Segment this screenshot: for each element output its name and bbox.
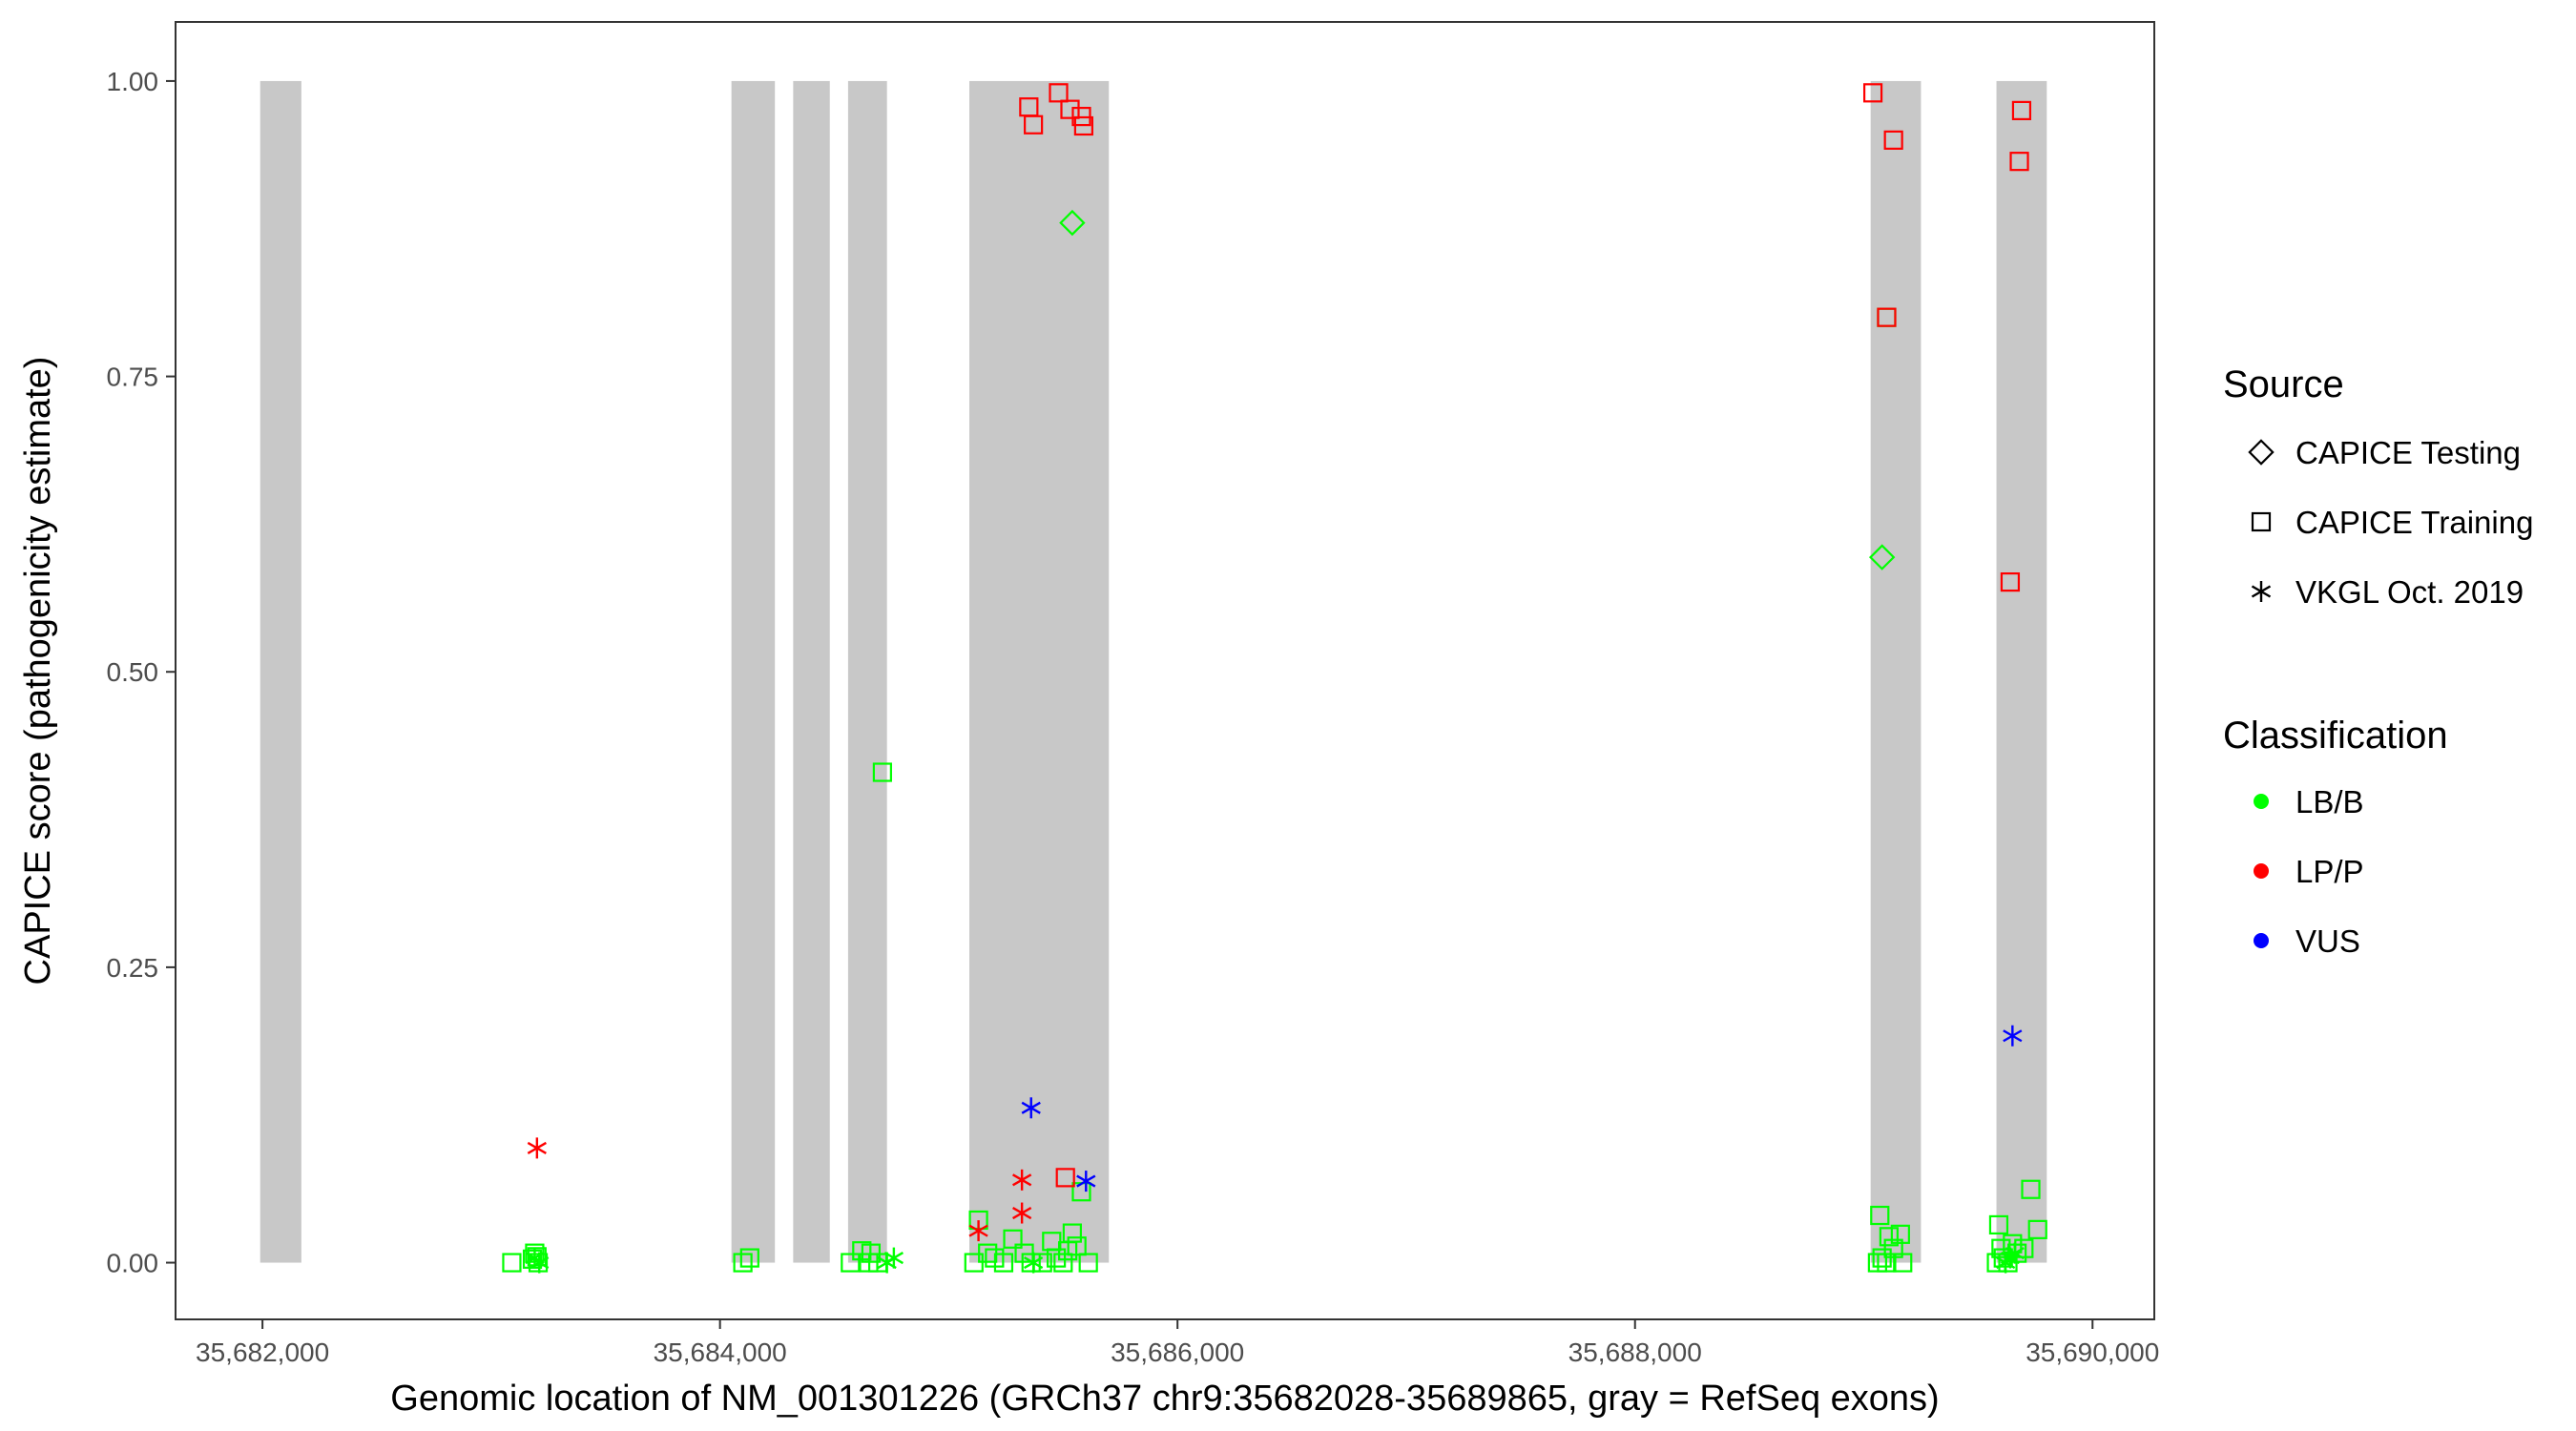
legend-item-lbb: LB/B (2254, 784, 2364, 819)
data-point (1078, 1253, 1098, 1273)
legend-label-lpp: LP/P (2296, 854, 2364, 889)
data-point (1073, 115, 1093, 136)
data-point (872, 762, 892, 782)
y-tick-label: 1.00 (107, 67, 159, 96)
data-point (1049, 83, 1069, 103)
x-tick-label: 35,688,000 (1568, 1338, 1702, 1367)
legend-item-vus: VUS (2254, 923, 2360, 959)
data-point (1893, 1253, 1913, 1273)
data-point (733, 1253, 753, 1273)
data-point (1012, 1169, 1032, 1191)
x-tick-label: 35,690,000 (2025, 1338, 2159, 1367)
legend-label-capice-training: CAPICE Training (2296, 505, 2533, 540)
exon-bands (260, 80, 2047, 1263)
y-axis-title: CAPICE score (pathogenicity estimate) (18, 357, 58, 985)
data-point (739, 1248, 759, 1268)
y-tick-label: 0.00 (107, 1249, 159, 1278)
legend-item-lpp: LP/P (2254, 854, 2364, 889)
exon-band-5 (968, 80, 1110, 1263)
data-point (527, 1137, 547, 1159)
data-point (1003, 1229, 1023, 1249)
exon-band-6 (1870, 80, 1922, 1263)
legend-key-dot (2254, 863, 2269, 879)
data-point (502, 1253, 522, 1273)
data-point (1062, 1223, 1082, 1243)
data-point (1067, 1236, 1087, 1256)
data-point (1055, 1168, 1075, 1188)
y-tick-label: 0.50 (107, 657, 159, 687)
data-point (1047, 1248, 1067, 1268)
data-point (1868, 544, 1896, 570)
y-tick-label: 0.25 (107, 953, 159, 983)
data-point (2021, 1179, 2041, 1199)
data-point (1012, 1202, 1032, 1224)
legend-item-capice-training: CAPICE Training (2251, 505, 2533, 540)
data-point (1053, 1253, 1073, 1273)
legend-label-vkgl: VKGL Oct. 2019 (2296, 574, 2524, 610)
data-point (1024, 1252, 1044, 1274)
data-point (1021, 1253, 1041, 1273)
data-point (993, 1253, 1014, 1273)
legend-label-vus: VUS (2296, 923, 2360, 959)
data-point (1870, 1205, 1890, 1226)
data-point (968, 1220, 988, 1242)
data-point (1059, 209, 1086, 237)
data-point (1879, 1227, 1899, 1247)
data-point (2009, 152, 2029, 172)
data-point (2005, 1242, 2025, 1264)
data-point (1862, 83, 1883, 103)
panel-border (175, 21, 2155, 1320)
data-point (1883, 130, 1903, 150)
legend-label-capice-testing: CAPICE Testing (2296, 435, 2521, 470)
data-point (530, 1252, 550, 1274)
data-point (1988, 1214, 2009, 1235)
legend-classification-title: Classification (2223, 715, 2448, 757)
exon-band-1 (260, 80, 301, 1263)
data-point (1877, 307, 1897, 327)
legend-item-capice-testing: CAPICE Testing (2248, 435, 2521, 470)
data-point (527, 1247, 547, 1267)
data-point (2000, 572, 2021, 592)
data-point (1021, 1097, 1041, 1119)
data-point (1060, 99, 1080, 119)
legend-label-lbb: LB/B (2296, 784, 2364, 819)
data-point (1877, 1253, 1897, 1273)
data-point (2003, 1025, 2023, 1047)
y-tick-label: 0.75 (107, 363, 159, 392)
x-axis-title: Genomic location of NM_001301226 (GRCh37… (390, 1379, 1939, 1419)
data-point (841, 1253, 861, 1273)
legend-classification: Classification LB/B LP/P VUS (2223, 715, 2448, 959)
data-point (1890, 1224, 1910, 1244)
data-point (2027, 1219, 2047, 1239)
legend-key-dot (2254, 794, 2269, 809)
x-tick-label: 35,686,000 (1111, 1338, 1244, 1367)
legend-key-square (2251, 511, 2272, 532)
legend-source-title: Source (2223, 363, 2344, 405)
data-point (1076, 1171, 1096, 1192)
exon-band-4 (847, 80, 887, 1263)
x-tick-label: 35,684,000 (654, 1338, 787, 1367)
x-tick-label: 35,682,000 (196, 1338, 329, 1367)
data-point (883, 1247, 904, 1269)
legend-source: Source CAPICE Testing CAPICE Training VK… (2223, 363, 2533, 610)
legend-key-asterisk (2251, 581, 2272, 602)
data-point (2011, 100, 2032, 120)
data-points (502, 83, 2047, 1274)
legend-key-diamond (2248, 439, 2275, 466)
exon-band-7 (1996, 80, 2047, 1263)
axes: 35,682,000 35,684,000 35,686,000 35,688,000… (107, 67, 2160, 1367)
exon-band-3 (793, 80, 830, 1263)
exon-band-2 (731, 80, 776, 1263)
legend-item-vkgl: VKGL Oct. 2019 (2251, 574, 2524, 610)
data-point (1024, 114, 1044, 135)
legend-key-dot (2254, 933, 2269, 948)
